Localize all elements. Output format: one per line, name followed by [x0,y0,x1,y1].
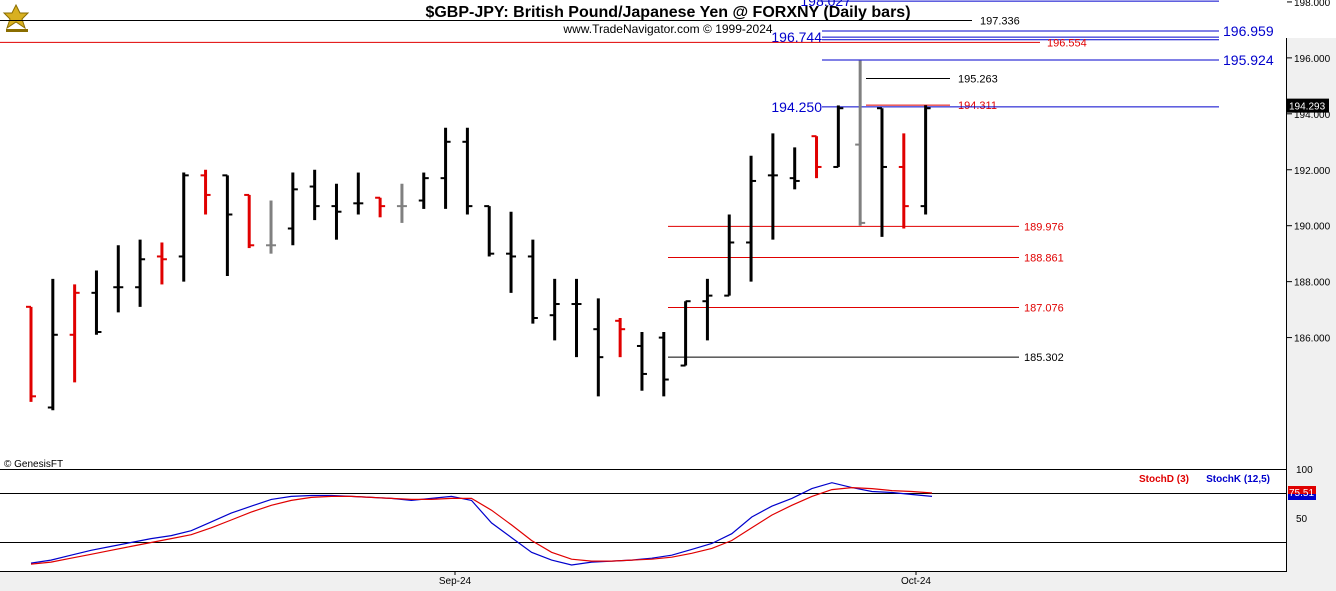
ohlc-bar [833,105,844,168]
stochk-line [30,482,933,566]
ohlc-bar [658,331,669,397]
ohlc-bar [746,155,757,282]
legend-stochk: StochK (12,5) [1206,474,1270,485]
level-label: 187.076 [1024,302,1064,314]
stochk-last-box [1288,494,1316,501]
level-label: 185.302 [1024,352,1064,364]
level-label: 196.744 [771,29,822,45]
ohlc-bar [47,278,58,411]
last-price-box [1287,98,1329,113]
ohlc-bar [593,298,604,397]
stochd-line [30,486,933,565]
stoch-tick-label: 50 [1296,514,1308,525]
time-tick-label: Sep-24 [439,576,472,587]
time-axis [0,571,1336,591]
ohlc-bar [920,105,931,215]
watermark: © GenesisFT [4,459,63,470]
level-label: 188.861 [1024,253,1064,265]
ohlc-bar [26,305,36,402]
time-tick-label: Oct-24 [901,576,931,587]
level-label: 194.311 [958,100,997,112]
ohlc-bar [636,331,647,391]
price-bars [26,60,931,411]
ohlc-bar [789,147,800,190]
stochd-last-box [1288,486,1316,495]
price-axis-ticks: 186.000 188.000 190.000 192.000 194.000 196.0… [1287,0,1331,345]
ohlc-bar [440,127,451,209]
ohlc-bar [69,284,80,383]
ohlc-bar [506,211,517,293]
last-price-label: 194.293 [1289,102,1326,113]
ohlc-bar [113,245,124,313]
ohlc-bar [353,172,364,215]
ohlc-bar [91,270,102,335]
ohlc-bar [876,107,887,237]
price-panel-bg [0,38,1286,469]
ohlc-bar [375,196,386,218]
price-tick-label: 196.000 [1294,54,1331,65]
level-label: 195.263 [958,73,998,85]
ohlc-bar [287,172,298,246]
stochastic-panel [0,482,1286,566]
chart-subtitle: www.TradeNavigator.com © 1999-2024 [562,22,772,36]
ohlc-bar [702,278,713,341]
level-label: 195.924 [1223,52,1274,68]
level-label: 189.976 [1024,221,1064,233]
ohlc-bar [266,200,277,254]
level-label: 196.554 [1047,37,1087,49]
chart-title: $GBP-JPY: British Pound/Japanese Yen @ F… [425,4,910,21]
level-label: 194.250 [771,99,822,115]
ohlc-bar [527,239,538,324]
ohlc-bar [222,174,233,277]
ohlc-bar [418,172,429,209]
right-axis [1286,38,1336,571]
ohlc-bar [680,300,691,367]
ohlc-bar [811,135,822,179]
time-axis-ticks: Sep-24 Oct-24 [439,571,931,587]
ohlc-bar [331,183,342,240]
stoch-axis-ticks: 100 50 75.51 [1288,465,1316,525]
chart-logo-icon [0,0,33,34]
stoch-last-label: 75.51 [1289,488,1314,499]
price-tick-label: 186.000 [1294,334,1331,345]
level-label: 196.959 [1223,23,1274,39]
ohlc-bar [244,193,255,249]
ohlc-bar [309,169,320,221]
legend-stochd: StochD (3) [1139,474,1189,485]
ohlc-bar [396,183,407,223]
price-levels: 199.502199.158199.155198.467198.027197.3… [0,0,1274,364]
ohlc-bar [898,133,909,229]
ohlc-bar [156,242,167,285]
ohlc-bar [724,214,735,297]
ohlc-bar [484,205,495,257]
ohlc-bar [462,127,473,215]
stoch-tick-label: 100 [1296,465,1313,476]
ohlc-bar [615,318,626,358]
price-tick-label: 194.000 [1294,110,1331,121]
ohlc-bar [767,133,778,240]
price-tick-label: 190.000 [1294,222,1331,233]
ohlc-bar [135,239,146,307]
ohlc-bar [200,169,211,215]
price-tick-label: 198.000 [1294,0,1331,9]
ohlc-bar [549,278,560,341]
ohlc-bar [178,172,189,282]
level-label: 198.027 [800,0,851,9]
price-tick-label: 192.000 [1294,166,1331,177]
ohlc-bar [855,60,866,226]
price-tick-label: 188.000 [1294,278,1331,289]
ohlc-bar [571,278,582,358]
level-label: 197.336 [980,16,1020,28]
